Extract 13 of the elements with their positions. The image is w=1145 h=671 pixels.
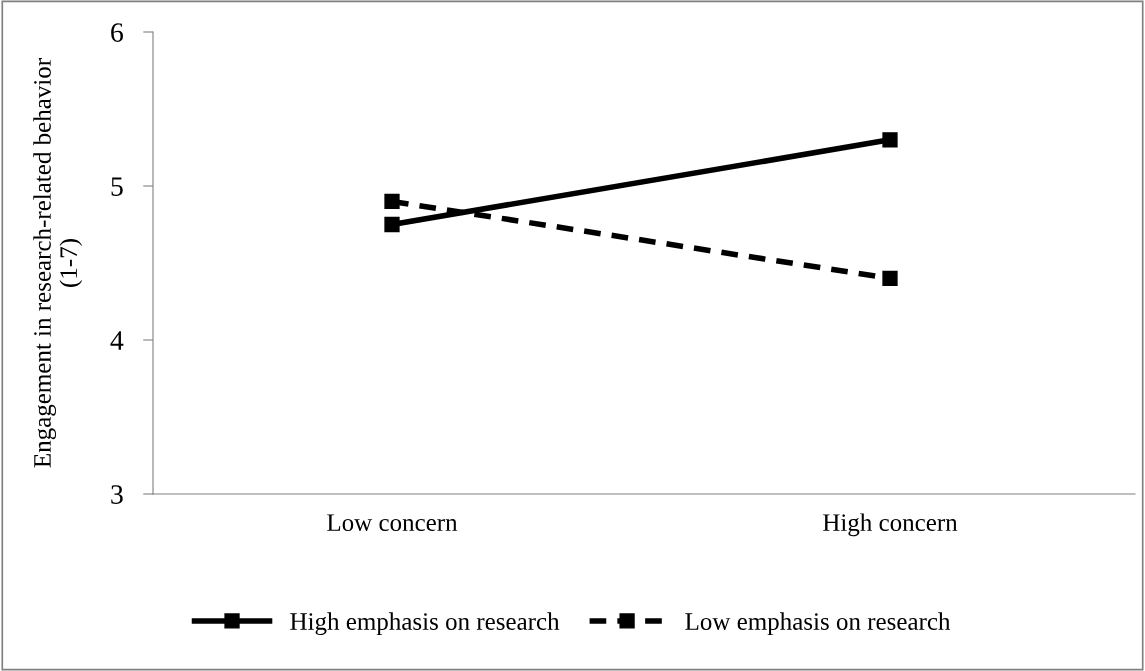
legend-label: High emphasis on research xyxy=(290,612,560,636)
point xyxy=(384,193,400,210)
x-tick-label: High concern xyxy=(823,513,958,537)
point xyxy=(882,132,898,148)
legend-label: Low emphasis on research xyxy=(685,612,951,636)
y-tick-label: 6 xyxy=(111,23,123,42)
y-tick-label: 3 xyxy=(111,485,123,504)
y-tick-label: 5 xyxy=(111,177,123,196)
y-tick-label: 4 xyxy=(110,331,124,350)
y-axis-title: Engagement in research-related behavior (1-7) xyxy=(33,58,83,468)
point xyxy=(882,270,898,287)
x-tick-label: Low concern xyxy=(327,514,458,532)
point xyxy=(384,216,400,233)
